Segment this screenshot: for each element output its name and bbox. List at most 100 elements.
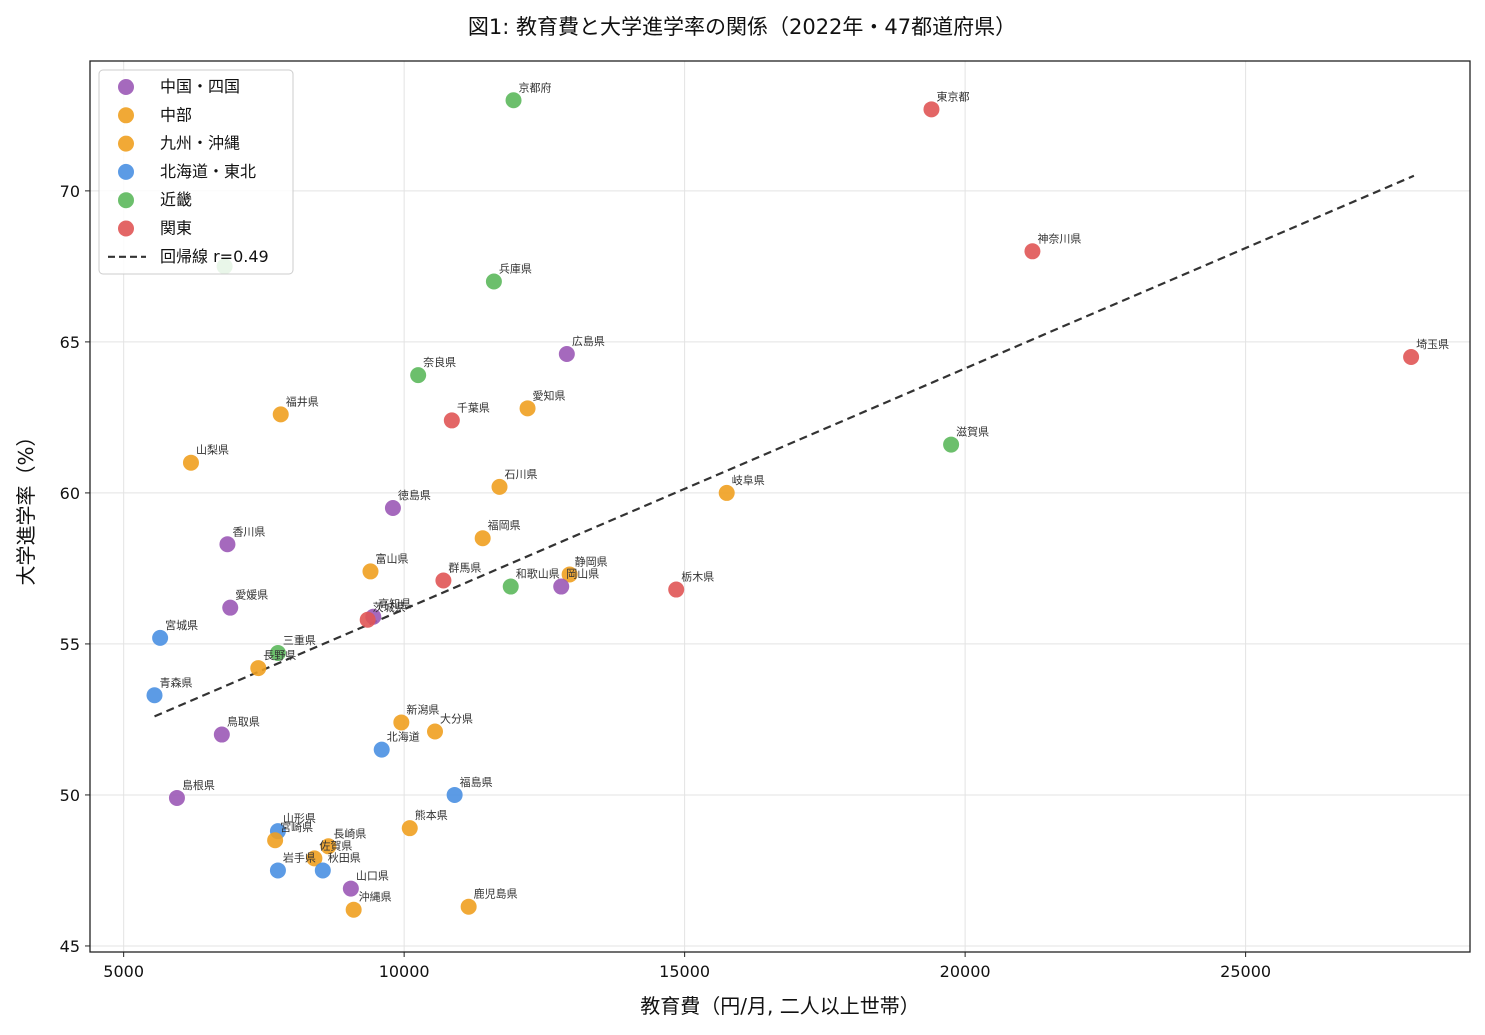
point-label: 岩手県 <box>283 850 316 864</box>
point-label: 鳥取県 <box>227 715 260 729</box>
point-label: 徳島県 <box>398 488 431 502</box>
data-point <box>519 400 536 417</box>
point-label: 香川県 <box>232 525 265 538</box>
data-point <box>460 898 477 915</box>
legend-marker <box>118 220 134 237</box>
x-tick-label: 25000 <box>1220 962 1271 981</box>
legend-label: 近畿 <box>160 190 192 209</box>
legend-label: 北海道・東北 <box>160 162 256 181</box>
point-label: 和歌山県 <box>516 567 560 581</box>
legend-label: 回帰線 r=0.49 <box>160 247 269 266</box>
data-point <box>505 92 522 109</box>
data-point <box>267 832 284 849</box>
x-tick-label: 5000 <box>103 962 144 981</box>
data-point <box>219 536 236 553</box>
point-label: 千葉県 <box>457 400 490 414</box>
data-point <box>485 273 502 290</box>
point-label: 山口県 <box>356 870 389 883</box>
point-label: 山梨県 <box>196 443 229 457</box>
point-label: 岐阜県 <box>732 474 765 487</box>
point-label: 茨城県 <box>373 600 406 614</box>
data-point <box>269 644 286 661</box>
point-label: 兵庫県 <box>499 261 532 275</box>
point-label: 静岡県 <box>575 554 608 568</box>
data-point <box>553 578 570 595</box>
legend-marker <box>118 107 134 124</box>
data-point <box>272 406 289 423</box>
point-label: 岡山県 <box>566 568 599 581</box>
point-label: 奈良県 <box>423 355 456 369</box>
point-label: 宮崎県 <box>280 820 313 834</box>
regression-line <box>154 174 1415 718</box>
data-point <box>558 345 575 362</box>
data-point <box>320 838 337 855</box>
point-label: 熊本県 <box>415 808 448 822</box>
x-tick-label: 20000 <box>940 962 991 981</box>
plot-frame <box>89 60 1471 953</box>
y-axis-label: 大学進学率（%） <box>14 426 38 585</box>
data-point <box>250 660 267 677</box>
point-label: 長野県 <box>263 649 296 662</box>
data-point <box>373 741 390 758</box>
point-label: 群馬県 <box>448 560 481 574</box>
point-label: 神奈川県 <box>1037 231 1081 245</box>
legend-box <box>98 69 294 275</box>
points-layer <box>146 92 1420 918</box>
point-label: 大分県 <box>440 712 473 726</box>
grid <box>90 61 1470 952</box>
data-point <box>561 566 578 583</box>
point-label: 山形県 <box>283 812 316 825</box>
data-point <box>443 412 460 429</box>
data-point <box>435 572 452 589</box>
data-point <box>943 436 960 453</box>
point-label: 京都府 <box>519 80 552 94</box>
data-point <box>362 563 379 580</box>
point-label: 福井県 <box>286 394 319 408</box>
point-label: 三重県 <box>283 633 316 647</box>
y-tick-label: 65 <box>60 333 80 352</box>
data-point <box>668 581 685 598</box>
data-point <box>384 500 401 517</box>
y-tick-label: 70 <box>60 182 80 201</box>
legend-label: 九州・沖縄 <box>160 134 240 153</box>
point-label: 埼玉県 <box>1416 337 1449 351</box>
data-point <box>427 723 443 740</box>
data-point <box>168 789 185 806</box>
data-point <box>502 578 519 595</box>
point-label: 栃木県 <box>681 570 714 584</box>
data-point <box>410 367 427 384</box>
point-label: 佐賀県 <box>319 838 352 852</box>
data-point <box>345 901 362 918</box>
legend-label: 関東 <box>160 219 192 238</box>
data-point <box>152 629 169 646</box>
data-point <box>1024 243 1041 260</box>
y-tick-label: 50 <box>60 786 80 805</box>
data-point <box>359 611 376 628</box>
legend-marker <box>118 79 134 95</box>
point-label: 広島県 <box>572 334 605 348</box>
point-label: 福島県 <box>460 775 493 789</box>
point-label: 滋賀県 <box>956 426 989 439</box>
data-point <box>401 820 418 837</box>
data-point <box>491 478 508 495</box>
data-point <box>306 850 323 867</box>
data-point <box>342 880 359 897</box>
point-label: 長崎県 <box>333 826 366 840</box>
legend-label: 中部 <box>160 105 192 124</box>
ticks-layer: 5000 10000 15000 20000 25000 45 50 55 60 65 70 <box>60 182 1271 981</box>
data-point <box>269 862 286 879</box>
point-label: 新潟県 <box>406 702 439 716</box>
point-label: 鹿児島県 <box>474 887 518 901</box>
regression-layer <box>154 174 1415 718</box>
y-tick-label: 55 <box>60 635 80 654</box>
chart-title: 図1: 教育費と大学進学率の関係（2022年・47都道府県） <box>468 15 1016 39</box>
point-label: 福岡県 <box>488 518 521 532</box>
data-point <box>718 484 735 501</box>
data-point <box>1403 348 1420 365</box>
point-label: 秋田県 <box>328 850 361 864</box>
data-point <box>146 687 163 704</box>
point-label: 東京都 <box>936 89 969 103</box>
point-label: 沖縄県 <box>359 890 392 904</box>
